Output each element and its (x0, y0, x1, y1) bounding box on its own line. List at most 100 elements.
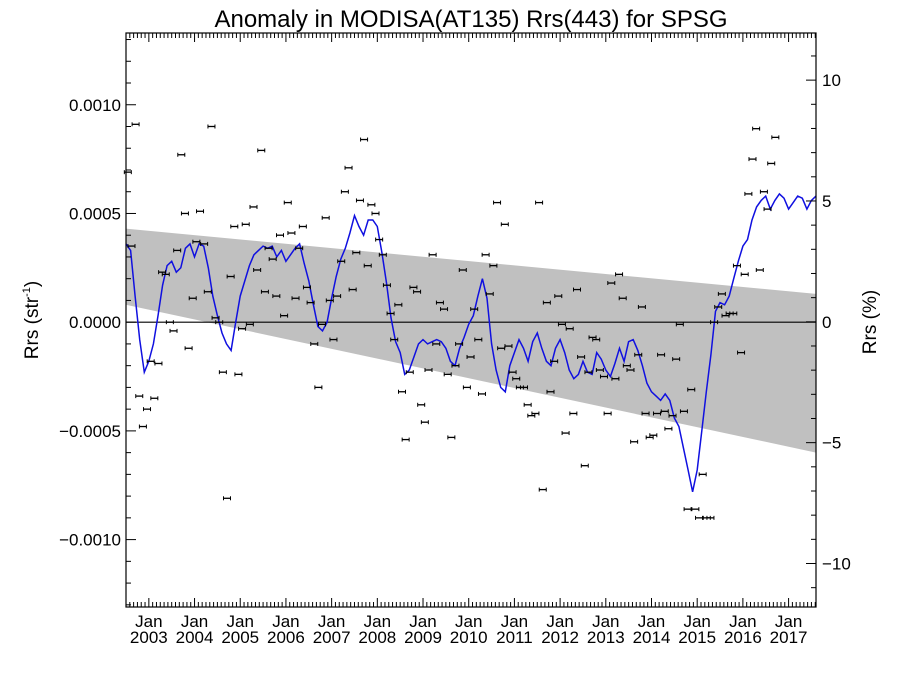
data-point (717, 291, 726, 296)
data-point (550, 359, 559, 364)
data-point (192, 239, 201, 244)
data-point (401, 437, 410, 442)
data-point (721, 313, 730, 318)
data-point (531, 411, 540, 416)
x-tick-label-month: Jan (638, 612, 665, 631)
x-tick-label-year: 2014 (633, 628, 671, 647)
data-point (740, 272, 749, 277)
x-tick-label-month: Jan (501, 612, 528, 631)
x-tick-label-month: Jan (318, 612, 345, 631)
data-point (428, 252, 437, 257)
data-point (127, 244, 136, 249)
x-tick-label-month: Jan (455, 612, 482, 631)
data-point (577, 354, 586, 359)
data-point (420, 420, 429, 425)
x-tick-label-month: Jan (409, 612, 436, 631)
x-tick-label-year: 2006 (267, 628, 305, 647)
data-point (321, 215, 330, 220)
data-point (759, 189, 768, 194)
data-point (207, 124, 216, 129)
data-point (440, 307, 449, 312)
data-point (771, 135, 780, 140)
data-point (295, 246, 304, 251)
data-point (435, 300, 444, 305)
data-point (672, 357, 681, 362)
data-point (146, 359, 155, 364)
data-point (405, 370, 414, 375)
data-point (767, 161, 776, 166)
data-point (352, 250, 361, 255)
data-point (557, 322, 566, 327)
data-point (394, 302, 403, 307)
data-point (592, 337, 601, 342)
x-tick-label-year: 2013 (587, 628, 625, 647)
series-line (125, 192, 817, 492)
data-point (458, 267, 467, 272)
plot-border (125, 32, 817, 608)
x-tick-label-month: Jan (729, 612, 756, 631)
data-point (298, 224, 307, 229)
data-point (744, 191, 753, 196)
y-tick-label: 0.0010 (69, 96, 121, 115)
data-point (371, 211, 380, 216)
x-tick-label-year: 2009 (404, 628, 442, 647)
data-point (161, 272, 170, 277)
data-point (504, 344, 513, 349)
data-point (561, 431, 570, 436)
y2-tick-label: 0 (822, 313, 831, 332)
data-point (538, 487, 547, 492)
data-point (763, 207, 772, 212)
x-tick-label-year: 2010 (450, 628, 488, 647)
data-point (306, 300, 315, 305)
y2-axis-label: Rrs (%) (860, 290, 881, 354)
data-point (466, 354, 475, 359)
y-axis-ticks: 0.0010 0.0005 0.0000 −0.0005 −0.0010 (59, 39, 136, 606)
data-point (493, 200, 502, 205)
chart-title: Anomaly in MODISA(AT135) Rrs(443) for SP… (214, 6, 727, 33)
data-point (378, 252, 387, 257)
data-point (489, 263, 498, 268)
data-point (565, 326, 574, 331)
data-point (679, 409, 688, 414)
data-point (432, 341, 441, 346)
data-point (668, 413, 677, 418)
data-point (211, 315, 220, 320)
data-point (173, 248, 182, 253)
data-point (649, 433, 658, 438)
data-point (687, 387, 696, 392)
data-point (714, 304, 723, 309)
data-point (348, 287, 357, 292)
data-point (222, 496, 231, 501)
data-point (360, 137, 369, 142)
data-point (143, 407, 152, 412)
data-point (131, 122, 140, 127)
data-point (275, 233, 284, 238)
data-point (508, 370, 517, 375)
x-tick-label-month: Jan (364, 612, 391, 631)
data-point (386, 311, 395, 316)
data-point (165, 320, 174, 325)
data-point (710, 320, 719, 325)
data-point (512, 376, 521, 381)
x-tick-label-year: 2008 (358, 628, 396, 647)
plot-frame (125, 32, 817, 608)
data-point (253, 267, 262, 272)
data-point (455, 341, 464, 346)
monthly-anomaly-points (123, 122, 780, 520)
data-point (268, 257, 277, 262)
running-mean-line (125, 192, 817, 492)
data-point (344, 165, 353, 170)
data-point (698, 472, 707, 477)
data-point (626, 368, 635, 373)
x-tick-label-year: 2007 (313, 628, 351, 647)
data-point (652, 411, 661, 416)
data-point (355, 198, 364, 203)
data-point (584, 370, 593, 375)
data-point (257, 148, 266, 153)
data-point (177, 152, 186, 157)
data-point (424, 368, 433, 373)
data-point (325, 298, 334, 303)
data-point (657, 352, 666, 357)
data-point (500, 222, 509, 227)
data-point (542, 300, 551, 305)
